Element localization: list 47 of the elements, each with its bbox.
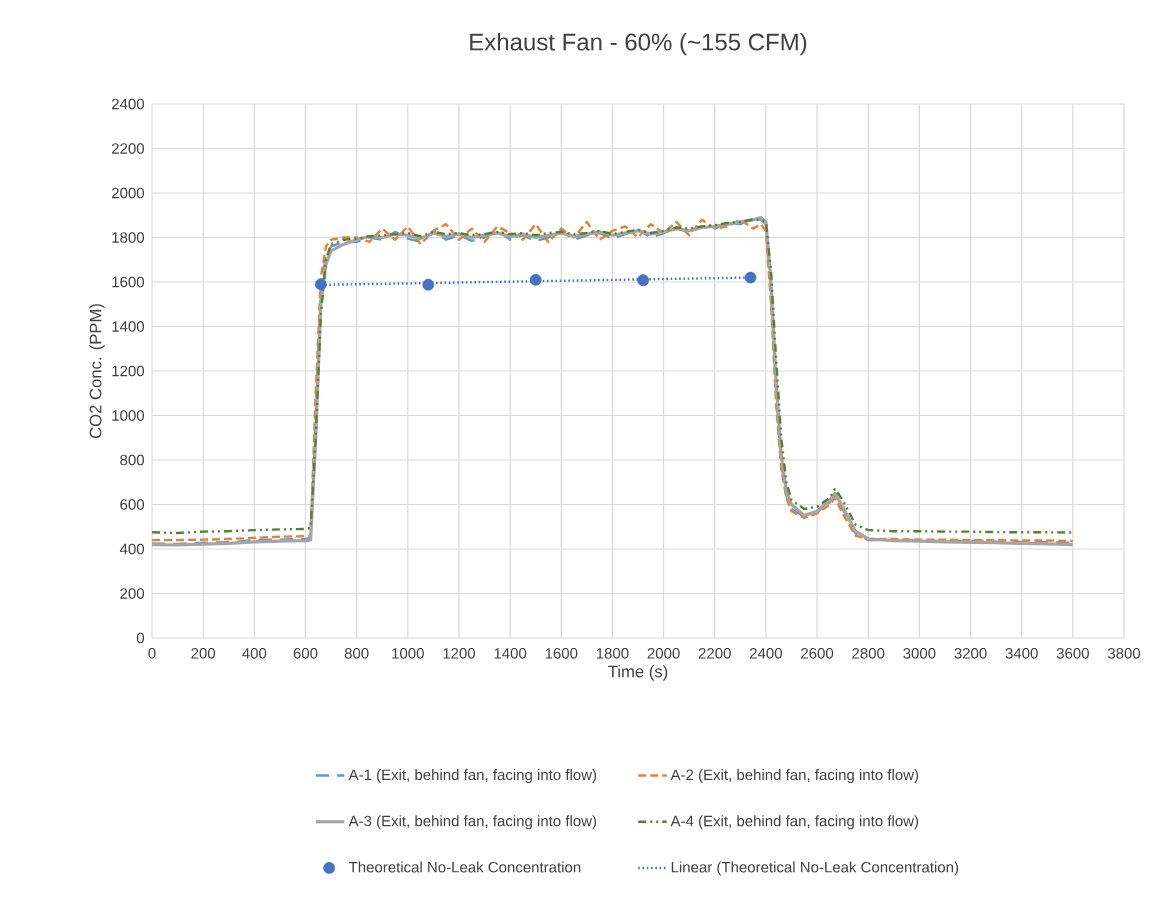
x-tick-label: 1000 — [392, 648, 424, 659]
y-tick-label: 2000 — [112, 187, 145, 199]
x-tick-label: 3200 — [954, 648, 987, 659]
y-tick-label: 2400 — [112, 98, 145, 110]
y-tick-label: 2200 — [112, 143, 145, 154]
y-tick-label: 200 — [120, 588, 145, 599]
point — [529, 273, 542, 286]
x-tick-label: 2000 — [647, 648, 680, 659]
x-axis-title: Time (s) — [608, 665, 668, 681]
x-tick-label: 3000 — [903, 648, 936, 659]
y-tick-label: 1800 — [112, 232, 145, 243]
x-tick-label: 800 — [344, 648, 369, 659]
y-tick-label: 800 — [120, 454, 145, 466]
chart-title: Exhaust Fan - 60% (~155 CFM) — [470, 32, 807, 56]
y-tick-label: 600 — [120, 499, 145, 510]
x-tick-label: 1800 — [596, 648, 629, 659]
point — [744, 271, 757, 284]
legend-label: A-2 (Exit, behind fan, facing into flow) — [670, 769, 919, 784]
x-tick-label: 3800 — [1107, 648, 1141, 659]
x-tick-label: 1200 — [443, 648, 476, 659]
legend-label: A-3 (Exit, behind fan, facing into flow) — [348, 815, 597, 830]
point — [314, 278, 327, 291]
legend-label: A-1 (Exit, behind fan, facing into flow) — [348, 769, 597, 784]
x-tick-label: 2200 — [698, 648, 731, 659]
x-tick-label: 1400 — [494, 648, 527, 659]
x-tick-label: 2600 — [801, 648, 834, 659]
legend-label: A-4 (Exit, behind fan, facing into flow) — [670, 815, 919, 830]
x-tick-label: 3400 — [1005, 648, 1038, 659]
x-tick-label: 2800 — [852, 648, 885, 659]
legend-label: Theoretical No-Leak Concentration — [348, 861, 581, 873]
x-tick-label: 3600 — [1056, 648, 1089, 659]
y-tick-label: 1000 — [112, 410, 145, 421]
x-tick-label: 0 — [148, 648, 156, 659]
y-tick-label: 1400 — [112, 321, 145, 332]
x-tick-label: 400 — [242, 648, 267, 659]
point — [637, 274, 649, 287]
x-tick-label: 600 — [293, 648, 318, 659]
x-tick-label: 2400 — [749, 648, 782, 659]
point — [422, 278, 435, 291]
y-tick-label: 400 — [119, 543, 145, 555]
y-axis-title: CO2 Conc. (PPM) — [89, 304, 105, 439]
y-tick-label: 1600 — [112, 276, 145, 288]
legend-label: Linear (Theoretical No-Leak Concentration) — [671, 861, 959, 876]
y-tick-label: 1200 — [112, 365, 145, 377]
x-tick-label: 200 — [191, 648, 216, 659]
y-tick-label: 0 — [136, 632, 145, 644]
x-tick-label: 1600 — [545, 648, 578, 659]
